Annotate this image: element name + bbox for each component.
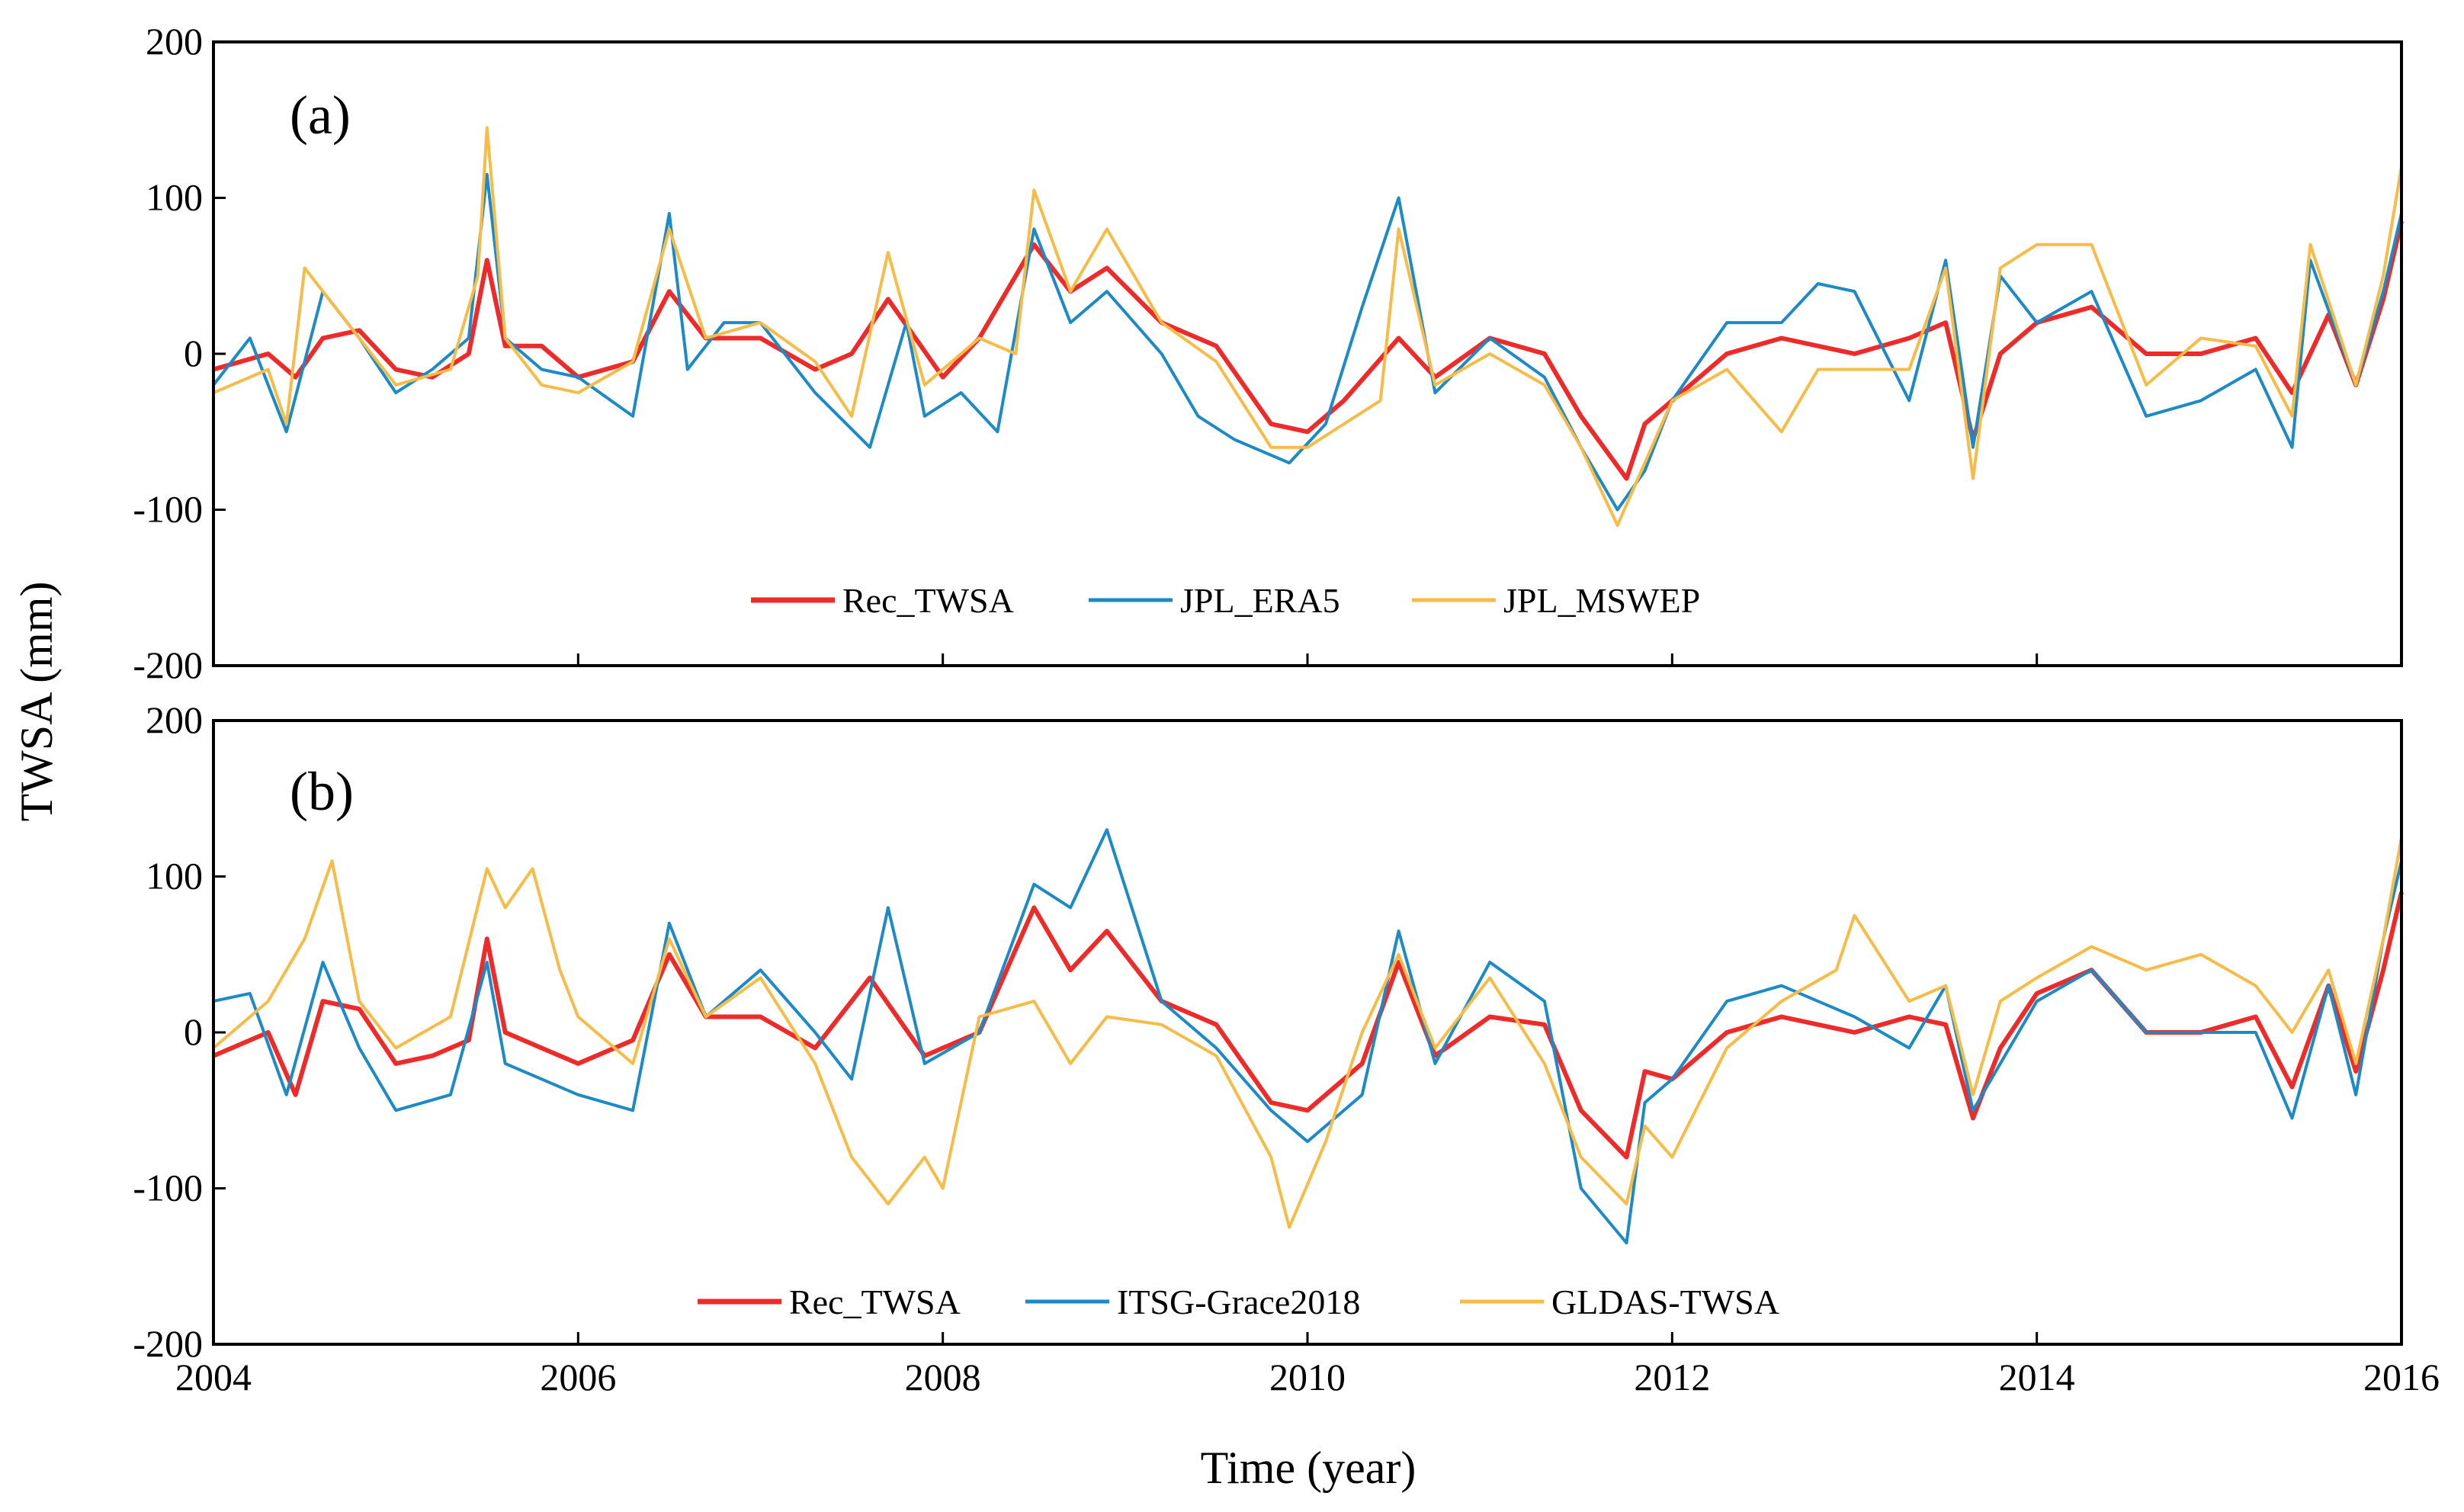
y-tick-label: -100 xyxy=(133,1167,203,1209)
y-tick-label: -200 xyxy=(133,1322,203,1365)
panel-b: -200 -100 0 100 200 2004 2006 2008 2010 2012 2014 2… xyxy=(133,698,2440,1398)
x-axis-title: Time (year) xyxy=(1201,1443,1416,1493)
panel-a: -200 -100 0 100 200 (a) Rec_TWSA JPL_ERA5 JPL_MS… xyxy=(133,20,2404,686)
legend-label: JPL_MSWEP xyxy=(1503,581,1700,620)
legend: Rec_TWSA JPL_ERA5 JPL_MSWEP xyxy=(751,581,1700,620)
x-tick-label: 2004 xyxy=(175,1356,252,1398)
plot-frame xyxy=(212,40,2403,667)
x-tick-label: 2012 xyxy=(1634,1356,1710,1398)
series-lines xyxy=(212,126,2404,527)
y-tick-label: -200 xyxy=(133,644,203,686)
legend-label: Rec_TWSA xyxy=(842,581,1014,620)
panel-label: (a) xyxy=(290,85,351,146)
legend: Rec_TWSA ITSG-Grace2018 GLDAS-TWSA xyxy=(698,1282,1779,1321)
series-line-jpl-era5 xyxy=(212,172,2403,512)
legend-label: GLDAS-TWSA xyxy=(1551,1282,1779,1321)
x-tick-label: 2006 xyxy=(540,1356,616,1398)
series-line-itsg-grace2018 xyxy=(213,828,2403,1245)
series-line-jpl-mswep xyxy=(213,126,2403,527)
y-tick-label: 200 xyxy=(146,698,203,741)
x-tick-label: 2016 xyxy=(2363,1356,2440,1398)
y-tick-label: 200 xyxy=(146,20,203,63)
plot-frame xyxy=(212,719,2403,1346)
legend-label: ITSG-Grace2018 xyxy=(1117,1282,1360,1321)
legend-label: Rec_TWSA xyxy=(789,1282,961,1321)
legend-label: JPL_ERA5 xyxy=(1180,581,1340,620)
series-lines xyxy=(212,828,2404,1245)
y-tick-label: -100 xyxy=(133,488,203,531)
series-line-gldas-twsa xyxy=(212,837,2403,1229)
series-line-rec-twsa xyxy=(213,220,2404,481)
panel-label: (b) xyxy=(290,761,354,822)
y-tick-label: 100 xyxy=(146,855,203,897)
series-line-rec-twsa xyxy=(212,891,2404,1160)
x-tick-label: 2014 xyxy=(1999,1356,2075,1398)
y-tick-label: 0 xyxy=(184,332,203,374)
y-axis-title: TWSA (mm) xyxy=(11,582,62,822)
x-tick-label: 2008 xyxy=(905,1356,981,1398)
x-tick-label: 2010 xyxy=(1269,1356,1346,1398)
y-tick-label: 100 xyxy=(146,176,203,219)
y-tick-label: 0 xyxy=(184,1010,203,1053)
